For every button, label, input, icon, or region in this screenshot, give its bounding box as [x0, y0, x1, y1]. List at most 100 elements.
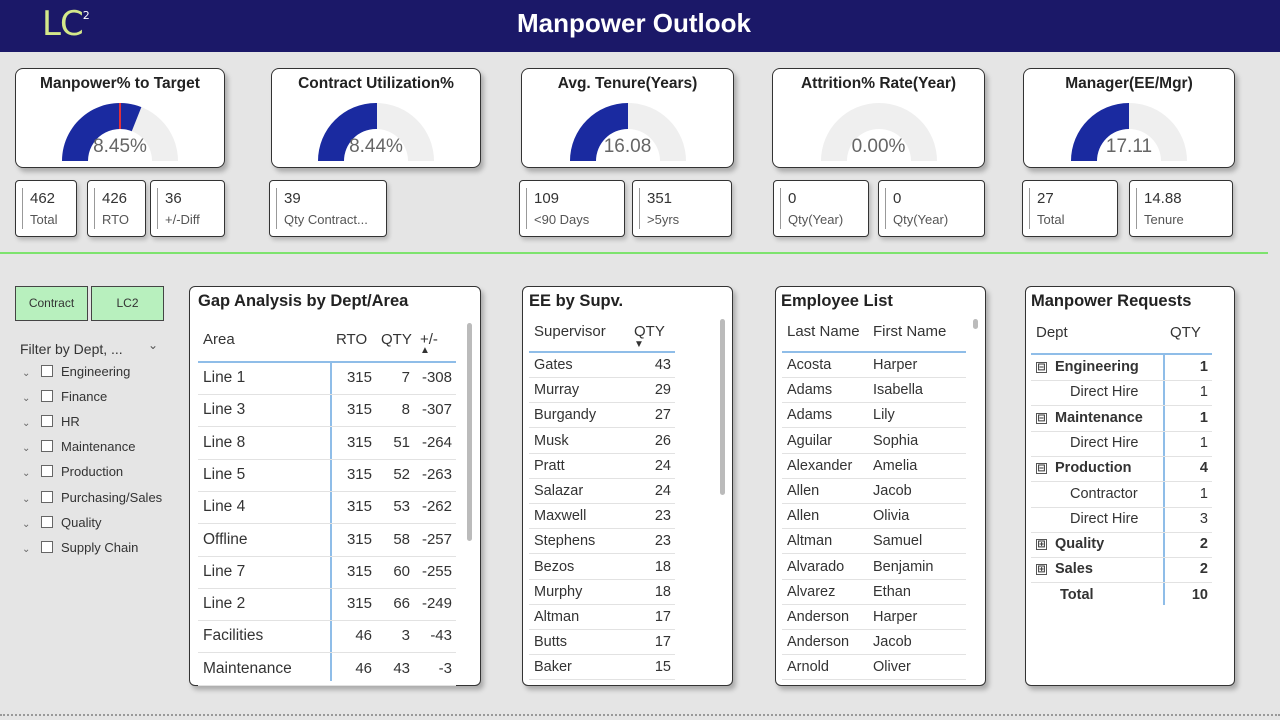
filter-item[interactable]: ⌄ Finance	[22, 389, 107, 409]
request-dept-label: Maintenance	[1055, 409, 1143, 426]
supervisor-qty-cell: 24	[654, 483, 671, 499]
collapse-icon[interactable]: ⊟	[1036, 463, 1047, 475]
row-divider	[198, 523, 456, 525]
col-header-dept[interactable]: Dept	[1036, 324, 1068, 341]
chevron-down-icon[interactable]: ⌄	[22, 368, 31, 379]
stat-card: 14.88 Tenure	[1129, 180, 1233, 237]
ee-scrollbar[interactable]	[720, 319, 725, 495]
supervisor-cell: Maxwell	[534, 508, 587, 525]
request-dept-cell[interactable]: ⊟ Engineering	[1036, 359, 1139, 375]
gap-area-cell: Line 2	[203, 595, 246, 613]
chevron-down-icon[interactable]: ⌄	[22, 543, 31, 555]
stat-value: 27	[1037, 190, 1054, 207]
col-header-qty[interactable]: QTY	[381, 331, 412, 348]
attrition-rate-gauge-card: Attrition% Rate(Year) 0.00%	[772, 68, 985, 168]
gauge-arc	[820, 103, 937, 161]
filter-item-label: Quality	[61, 514, 102, 530]
stat-label: +/-Diff	[165, 212, 200, 227]
lc2-button[interactable]: LC2	[91, 286, 164, 321]
col-header-area[interactable]: Area	[203, 331, 235, 348]
first-name-cell: Lily	[873, 407, 895, 424]
stat-card: 39 Qty Contract...	[269, 180, 387, 237]
row-divider	[529, 477, 675, 479]
row-divider	[198, 458, 456, 460]
employee-scrollbar[interactable]	[973, 319, 978, 329]
checkbox[interactable]	[41, 415, 53, 428]
stat-card: 109 <90 Days	[519, 180, 625, 237]
stat-card: 426 RTO	[87, 180, 146, 237]
filter-item[interactable]: ⌄ Supply Chain	[22, 540, 138, 560]
chevron-down-icon[interactable]: ⌄	[148, 338, 159, 352]
accent-bar	[780, 188, 781, 229]
row-divider	[1031, 380, 1212, 381]
request-qty-cell: 1	[1199, 434, 1208, 451]
stat-label: Qty(Year)	[893, 212, 949, 227]
accent-bar	[1136, 188, 1137, 229]
request-dept-cell[interactable]: ⊞ Sales	[1036, 561, 1093, 577]
row-divider	[1031, 405, 1212, 407]
col-header-first-name[interactable]: First Name	[873, 323, 947, 340]
chevron-down-icon[interactable]: ⌄	[22, 518, 31, 530]
chevron-down-icon[interactable]: ⌄	[22, 468, 31, 480]
gap-scrollbar[interactable]	[467, 323, 472, 541]
row-divider	[529, 503, 675, 504]
col-header-qty[interactable]: QTY	[1170, 324, 1201, 341]
gauge-arc	[569, 103, 686, 161]
stat-value: 426	[102, 190, 128, 207]
request-dept-cell: Contractor	[1070, 486, 1138, 502]
row-divider	[529, 377, 675, 378]
filter-item[interactable]: ⌄ HR	[22, 414, 80, 434]
col-header-qty[interactable]: QTY	[634, 323, 665, 340]
stat-value: 0	[893, 190, 902, 207]
col-header-last-name[interactable]: Last Name	[787, 323, 860, 340]
gap-area-cell: Line 1	[203, 369, 246, 386]
gap-analysis-panel: Gap Analysis by Dept/Area Area RTO QTY +…	[189, 286, 481, 686]
stat-label: Total	[30, 212, 58, 227]
chevron-down-icon[interactable]: ⌄	[22, 418, 31, 430]
request-dept-cell[interactable]: ⊞ Quality	[1036, 536, 1104, 552]
filter-item[interactable]: ⌄ Purchasing/Sales	[22, 490, 162, 510]
request-dept-cell[interactable]: ⊟ Production	[1036, 460, 1132, 476]
checkbox[interactable]	[41, 440, 53, 453]
filter-item[interactable]: ⌄ Quality	[22, 515, 101, 535]
checkbox[interactable]	[41, 365, 53, 377]
filter-item[interactable]: ⌄ Production	[22, 464, 123, 484]
accent-bar	[94, 188, 95, 229]
checkbox[interactable]	[41, 390, 53, 403]
expand-icon[interactable]: ⊞	[1036, 539, 1047, 551]
expand-icon[interactable]: ⊞	[1036, 564, 1047, 576]
manpower-requests-title: Manpower Requests	[1031, 292, 1192, 310]
supervisor-cell: Butts	[534, 634, 568, 651]
filter-item[interactable]: ⌄ Maintenance	[22, 439, 135, 459]
col-header-rto[interactable]: RTO	[336, 331, 368, 348]
accent-bar	[276, 188, 277, 229]
checkbox[interactable]	[41, 515, 53, 528]
gauge-value: 8.45%	[93, 136, 147, 157]
stat-value: 39	[284, 190, 301, 207]
request-dept-cell[interactable]: ⊟ Maintenance	[1036, 410, 1143, 426]
chevron-down-icon[interactable]: ⌄	[22, 493, 31, 505]
first-name-cell: Harper	[873, 609, 918, 625]
gauge-arc	[318, 103, 434, 161]
contract-button[interactable]: Contract	[15, 286, 88, 321]
checkbox[interactable]	[41, 490, 53, 503]
checkbox[interactable]	[41, 540, 53, 553]
row-divider	[198, 684, 456, 686]
row-divider	[1031, 430, 1212, 432]
stat-card: 351 >5yrs	[632, 180, 732, 237]
gauge-title: Manager(EE/Mgr)	[1065, 75, 1193, 92]
checkbox[interactable]	[41, 465, 53, 478]
filter-item[interactable]: ⌄ Engineering	[22, 364, 130, 384]
request-dept-label: Engineering	[1055, 359, 1139, 375]
collapse-icon[interactable]: ⊟	[1036, 412, 1047, 424]
col-header-diff[interactable]: +/-	[420, 331, 438, 348]
chevron-down-icon[interactable]: ⌄	[22, 393, 31, 405]
last-name-cell: Acosta	[787, 357, 832, 373]
gap-diff-cell: -3	[438, 659, 452, 677]
row-divider	[1031, 481, 1212, 483]
row-divider	[782, 603, 966, 605]
collapse-icon[interactable]: ⊟	[1036, 362, 1047, 373]
col-header-supervisor[interactable]: Supervisor	[534, 323, 606, 340]
last-name-cell: Arnold	[787, 659, 829, 676]
chevron-down-icon[interactable]: ⌄	[22, 443, 31, 455]
